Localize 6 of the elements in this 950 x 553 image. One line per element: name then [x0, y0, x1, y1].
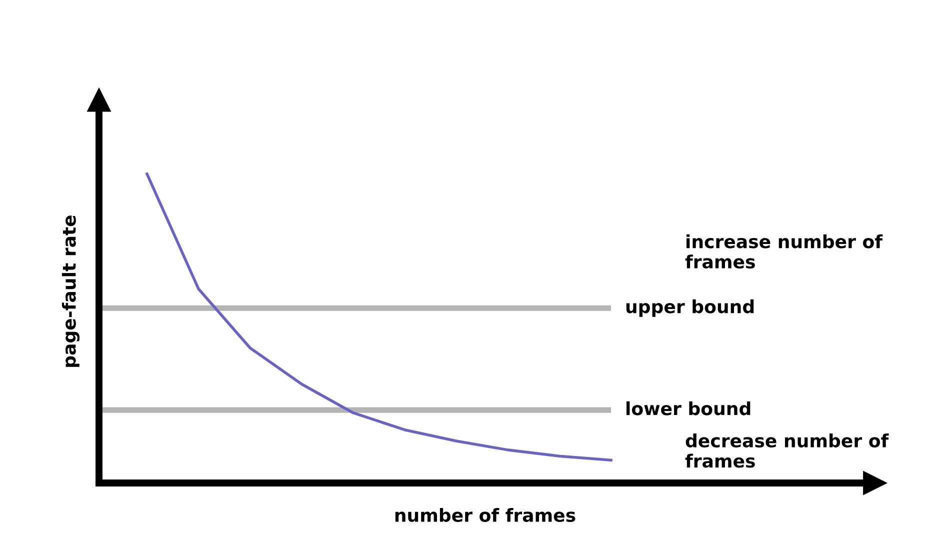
ref-line-label: upper bound: [626, 299, 754, 317]
ref-line-label: lower bound: [626, 401, 750, 416]
text: decrease number of frames: [685, 434, 889, 468]
y-axis-title: page-fault rate: [62, 216, 80, 367]
x-axis-title: number of frames: [395, 508, 576, 522]
text: increase number of frames: [685, 234, 883, 269]
